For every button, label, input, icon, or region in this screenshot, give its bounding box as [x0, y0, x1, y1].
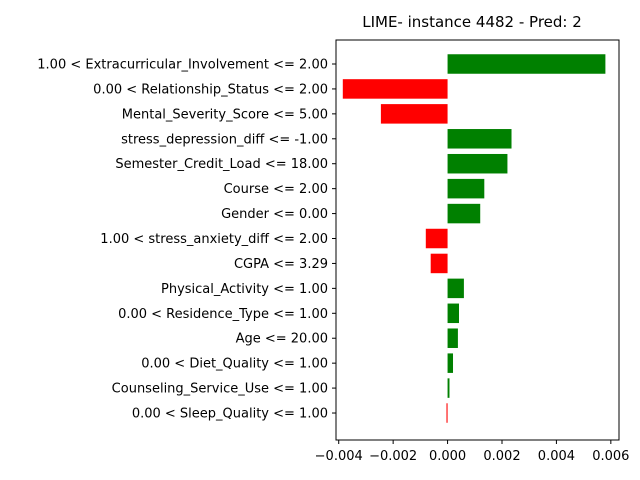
bar — [425, 228, 448, 249]
y-tick-label: Age <= 20.00 — [236, 332, 328, 347]
y-tick-label: Counseling_Service_Use <= 1.00 — [112, 382, 328, 397]
bar — [430, 253, 448, 274]
bar — [447, 129, 512, 149]
y-tick-label: CGPA <= 3.29 — [234, 257, 328, 272]
y-tick-label: Mental_Severity_Score <= 5.00 — [122, 107, 328, 122]
x-tick-label: 0.004 — [538, 449, 575, 464]
y-tick-label: 0.00 < Residence_Type <= 1.00 — [118, 307, 328, 322]
y-tick-label: 0.00 < Diet_Quality <= 1.00 — [141, 357, 328, 372]
y-tick-label: Gender <= 0.00 — [221, 207, 328, 222]
bar — [447, 378, 450, 398]
x-tick-label: 0.006 — [592, 449, 629, 464]
bar — [380, 104, 448, 124]
bar — [447, 178, 485, 199]
x-tick-label: 0.000 — [429, 449, 466, 464]
y-tick-label: Semester_Credit_Load <= 18.00 — [115, 157, 328, 172]
bar — [446, 403, 448, 423]
y-tick-label: Physical_Activity <= 1.00 — [161, 282, 328, 297]
x-tick-label: −0.002 — [369, 449, 417, 464]
y-tick-label: 1.00 < Extracurricular_Involvement <= 2.… — [37, 58, 328, 73]
bar — [447, 153, 508, 174]
bar — [447, 203, 481, 224]
y-tick-labels: 1.00 < Extracurricular_Involvement <= 2.… — [37, 58, 336, 422]
y-tick-label: stress_depression_diff <= -1.00 — [121, 132, 328, 147]
x-tick-label: −0.004 — [315, 449, 363, 464]
y-tick-label: 0.00 < Sleep_Quality <= 1.00 — [132, 407, 328, 422]
bar — [447, 54, 606, 74]
y-tick-label: Course <= 2.00 — [224, 182, 328, 197]
bar — [342, 79, 448, 99]
y-tick-label: 1.00 < stress_anxiety_diff <= 2.00 — [100, 232, 328, 247]
plot-frame — [335, 39, 620, 441]
bar — [447, 303, 459, 324]
bars-group — [342, 54, 606, 423]
bar — [447, 278, 464, 299]
x-axis: −0.004 −0.002 0.000 0.002 0.004 0.006 — [315, 440, 629, 464]
x-tick-label: 0.002 — [483, 449, 520, 464]
y-tick-label: 0.00 < Relationship_Status <= 2.00 — [93, 82, 328, 97]
bar — [447, 328, 458, 348]
bar — [447, 353, 454, 373]
chart-title: LIME- instance 4482 - Pred: 2 — [362, 13, 582, 31]
